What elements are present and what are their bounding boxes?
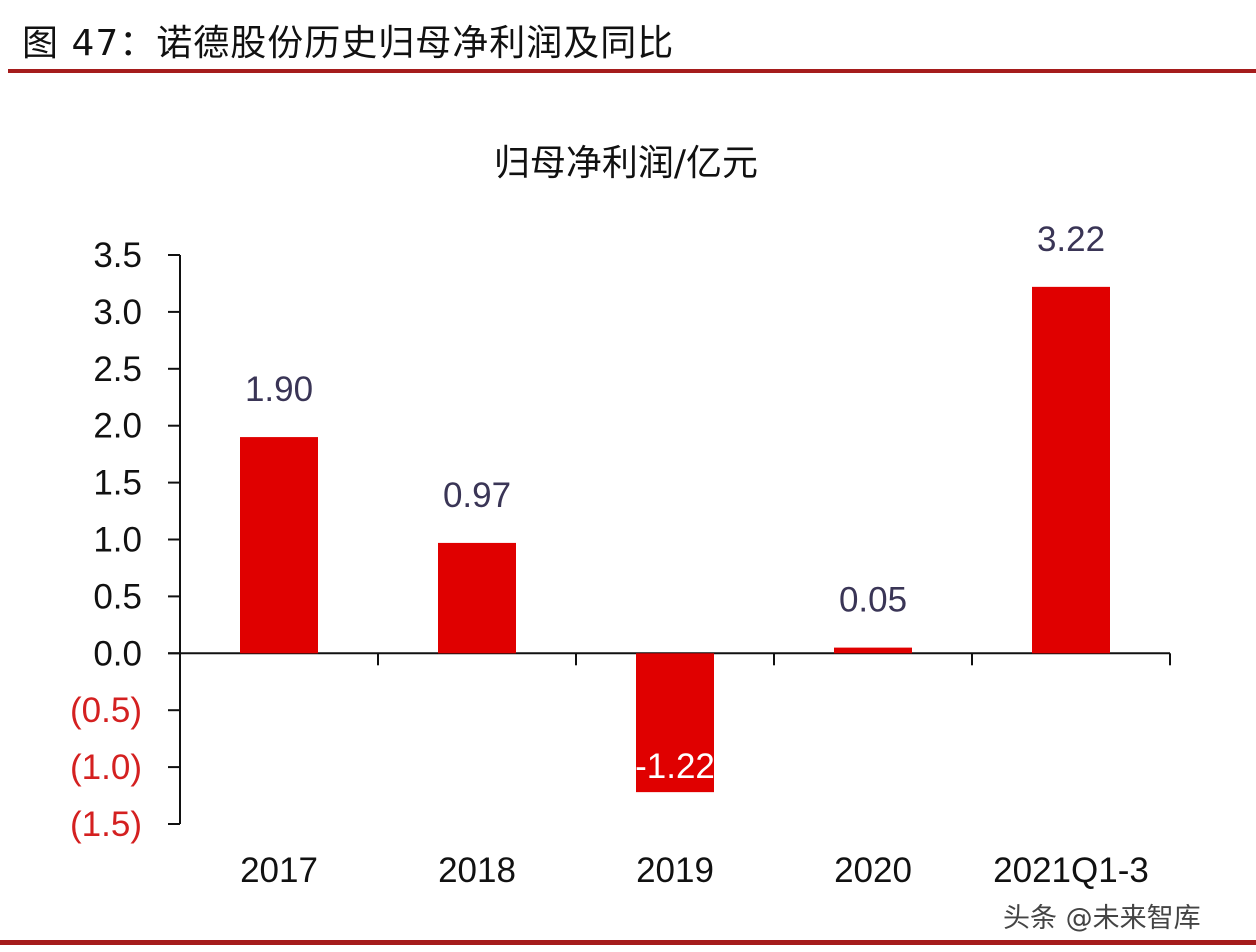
y-tick-label: 1.5 [93,464,142,503]
bottom-rule [0,940,1256,945]
bar-2018 [438,542,516,654]
data-label: 0.05 [839,581,907,620]
bar-2020 [834,647,912,654]
figure-title: 图 47：诺德股份历史归母净利润及同比 [22,23,675,64]
x-tick-label: 2021Q1-3 [993,851,1149,890]
y-tick-label: 3.5 [93,236,142,275]
bar-2021Q1-3 [1032,286,1110,654]
y-tick-label: 1.0 [93,521,142,560]
axes: 3.5 3.0 2.5 2.0 1.5 1.0 0.5 0.0 (0.5) (1.0) (1.5) [70,236,1171,844]
bars [240,286,1110,793]
x-tick-label: 2017 [240,851,318,890]
data-label: 3.22 [1037,220,1105,259]
y-tick-label: 3.0 [93,293,142,332]
bar-2017 [240,437,318,654]
x-tick-label: 2020 [834,851,912,890]
top-rule [8,69,1256,73]
y-tick-label: 0.5 [93,577,142,616]
data-label: -1.22 [635,747,715,786]
x-tick-label: 2018 [438,851,516,890]
x-tick-label: 2019 [636,851,714,890]
y-tick-label: 2.0 [93,407,142,446]
y-tick-label: (1.0) [70,748,142,787]
bar-2019 [636,653,714,793]
y-tick-label: (0.5) [70,691,142,730]
data-label: 0.97 [443,476,511,515]
chart-title: 归母净利润/亿元 [494,143,758,184]
data-labels: 2017 1.90 2018 0.97 2019 -1.22 2020 0.05 2021Q1-… [240,220,1149,890]
y-tick-label: 2.5 [93,350,142,389]
watermark: 头条 @未来智库 [1003,903,1201,934]
data-label: 1.90 [245,370,313,409]
y-tick-label: 0.0 [93,634,142,673]
y-tick-label: (1.5) [70,805,142,844]
